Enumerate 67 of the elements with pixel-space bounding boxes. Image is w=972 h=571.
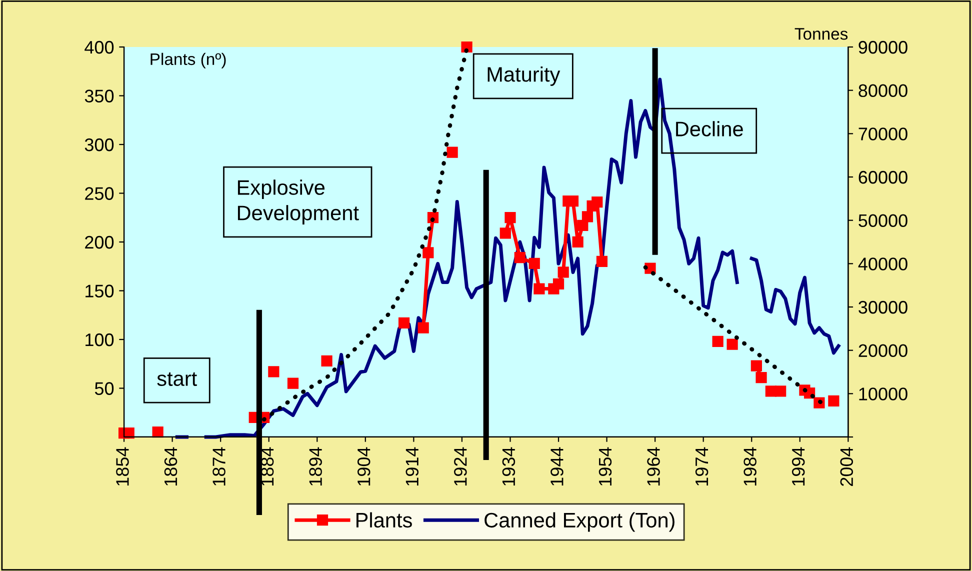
legend-label: Canned Export (Ton) [484, 512, 674, 532]
annotation: Explosive Development [238, 180, 359, 224]
y2-tick-label: 30000 [858, 300, 908, 314]
point [534, 283, 545, 294]
annotation: Decline [676, 121, 743, 136]
y2-tick-label: 90000 [858, 40, 908, 54]
x-tick-label: 1924 [454, 447, 467, 486]
y-tick-label: 250 [85, 187, 114, 200]
legend-label: Plants [356, 512, 412, 528]
x-tick-label: 1884 [260, 447, 274, 486]
point [321, 355, 332, 366]
point [500, 228, 511, 239]
y2-axis-title: Tonnes [794, 28, 848, 40]
point [750, 360, 762, 372]
x-tick-label: 1874 [212, 447, 226, 486]
point [712, 336, 724, 347]
x-tick-label: 1994 [792, 447, 805, 486]
y2-tick-label: 10000 [859, 388, 908, 400]
x-tick-label: 1894 [309, 447, 322, 486]
point [552, 278, 564, 290]
y-tick-label: 350 [84, 90, 114, 102]
y2-tick-label: 70000 [858, 128, 908, 140]
annotation: Maturity [488, 66, 560, 86]
x-tick-label: 1934 [502, 447, 516, 486]
point [152, 426, 164, 438]
y2-tick-label: 40000 [858, 258, 908, 270]
point [572, 236, 584, 248]
x-tick-label: 1854 [116, 447, 129, 486]
y2-tick-label: 50000 [858, 214, 908, 228]
y-tick-label: 300 [84, 138, 114, 152]
point [828, 395, 840, 406]
y2-tick-label: 20000 [858, 344, 908, 358]
y-tick-label: 100 [86, 333, 114, 346]
annotation: start [157, 372, 197, 386]
x-tick-label: 1944 [550, 447, 564, 486]
point [592, 196, 603, 208]
point [775, 386, 786, 397]
x-tick-label: 1964 [647, 447, 660, 486]
y2-tick-label: 60000 [858, 170, 908, 184]
point [514, 252, 526, 264]
point [596, 256, 608, 268]
x-tick-label: 1914 [406, 447, 419, 486]
y-tick-label: 150 [86, 284, 114, 298]
x-tick-label: 2004 [840, 447, 854, 486]
point [577, 220, 588, 231]
point [558, 266, 569, 278]
x-tick-label: 1904 [357, 447, 370, 486]
point [418, 322, 429, 334]
x-tick-label: 1974 [695, 447, 708, 486]
point [422, 247, 434, 258]
point [582, 211, 594, 222]
point [504, 212, 516, 224]
x-tick-label: 1864 [164, 447, 178, 486]
point [528, 258, 540, 269]
y-tick-label: 200 [85, 236, 114, 249]
point [268, 366, 280, 378]
y-tick-label: 50 [94, 382, 114, 395]
x-tick-label: 1984 [744, 447, 756, 486]
point [287, 378, 299, 389]
y2-tick-label: 80000 [858, 84, 908, 98]
point [398, 317, 410, 328]
point [726, 338, 738, 350]
point [446, 146, 458, 158]
y-tick-label: 400 [84, 40, 114, 54]
x-tick-label: 1954 [598, 447, 612, 486]
point [756, 372, 767, 384]
y-axis-title: Plants (nº) [150, 52, 226, 68]
